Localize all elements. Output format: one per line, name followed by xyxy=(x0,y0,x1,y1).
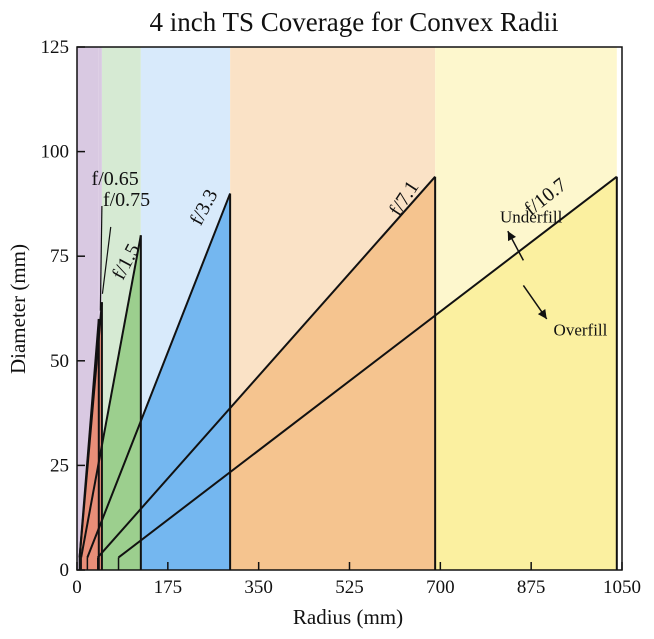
x-tick-label: 700 xyxy=(426,577,455,598)
series-label-f-0-75: f/0.75 xyxy=(103,189,150,211)
annotation-arrowhead xyxy=(507,231,517,242)
series-label-f-0-65: f/0.65 xyxy=(92,168,139,190)
annotation-underfill: Underfill xyxy=(500,208,563,227)
annotation-overfill: Overfill xyxy=(554,321,608,340)
y-tick-label: 25 xyxy=(50,455,69,476)
ticks: 0 175 350 525 700 875 1050 0 25 50 75 100 125 xyxy=(41,37,642,598)
x-tick-label: 350 xyxy=(244,577,273,598)
x-tick-label: 175 xyxy=(154,577,183,598)
series-line-f-7-1 xyxy=(97,176,436,559)
x-tick-label: 875 xyxy=(517,577,546,598)
y-tick-label: 125 xyxy=(41,37,70,58)
coverage-lines xyxy=(78,175,618,570)
annotations: Underfill Overfill xyxy=(500,208,608,340)
leader-line-f-0-75 xyxy=(101,226,112,294)
chart-title: 4 inch TS Coverage for Convex Radii xyxy=(150,7,559,37)
series-line-f-1-5 xyxy=(80,235,142,558)
series-line-f-10-7 xyxy=(117,175,618,559)
x-tick-label: 0 xyxy=(72,577,82,598)
series-line-f-0-75 xyxy=(78,302,103,558)
region-fills xyxy=(79,176,617,571)
annotation-arrowhead xyxy=(537,309,547,319)
x-tick-label: 1050 xyxy=(603,577,641,598)
x-tick-label: 525 xyxy=(335,577,364,598)
y-tick-label: 50 xyxy=(50,351,69,372)
series-line-f-3-3 xyxy=(86,193,232,558)
y-tick-label: 100 xyxy=(41,142,70,163)
y-axis-title: Diameter (mm) xyxy=(6,244,30,374)
y-tick-label: 75 xyxy=(50,246,69,267)
x-axis-title: Radius (mm) xyxy=(293,605,403,629)
leader-line-f-0-65 xyxy=(99,205,103,311)
y-tick-label: 0 xyxy=(60,560,70,581)
